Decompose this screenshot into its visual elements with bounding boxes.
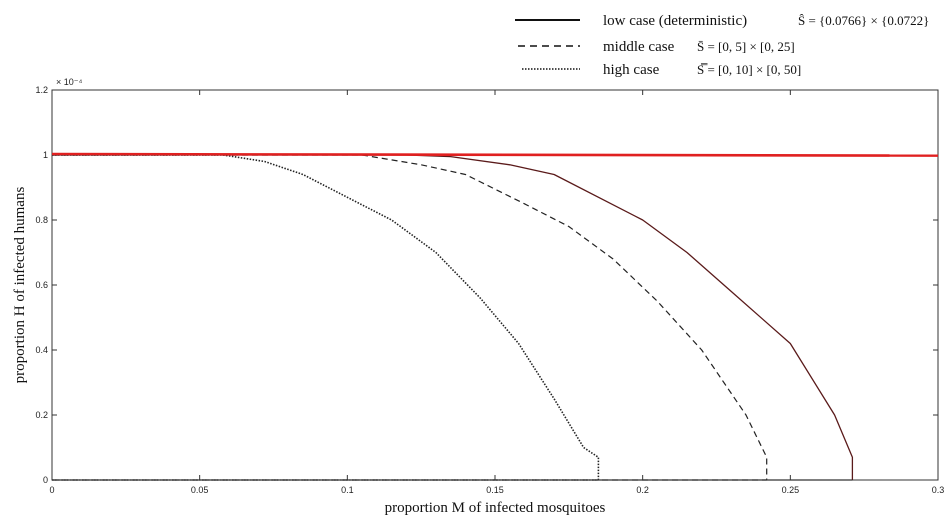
legend-label-middle: middle case bbox=[603, 39, 675, 55]
x-axis-label: proportion M of infected mosquitoes bbox=[385, 500, 606, 516]
series-line-solid bbox=[52, 154, 854, 480]
x-tick-label: 0.3 bbox=[932, 485, 945, 495]
legend-label-low: low case (deterministic) bbox=[603, 13, 747, 29]
x-tick-label: 0.1 bbox=[341, 485, 354, 495]
series-lines bbox=[51, 152, 939, 481]
legend-math-low: Ŝ = {0.0766} × {0.0722} bbox=[798, 13, 929, 28]
plot-area bbox=[51, 89, 939, 481]
legend: low case (deterministic) Ŝ = {0.0766} × … bbox=[515, 13, 929, 78]
series-line-dashed bbox=[52, 154, 768, 480]
y-tick-label: 1 bbox=[43, 150, 48, 160]
ticks: 0 0.05 0.1 0.15 0.2 0.25 0.3 0 0.2 0.4 0.6 0.8 1 1.2 bbox=[35, 85, 944, 495]
series-line-solid-red bbox=[51, 152, 939, 157]
x-tick-label: 0 bbox=[49, 485, 54, 495]
y-tick-label: 0.6 bbox=[35, 280, 48, 290]
x-tick-label: 0.2 bbox=[636, 485, 649, 495]
y-axis-label: proportion H of infected humans bbox=[12, 187, 28, 384]
legend-math-middle: S̄ = [0, 5] × [0, 25] bbox=[697, 39, 795, 54]
y-tick-label: 0.8 bbox=[35, 215, 48, 225]
legend-label-high: high case bbox=[603, 62, 660, 78]
x-tick-label: 0.15 bbox=[486, 485, 504, 495]
y-tick-label: 0.4 bbox=[35, 345, 48, 355]
legend-math-high: S̿ = [0, 10] × [0, 50] bbox=[697, 62, 801, 77]
y-tick-label: 0 bbox=[43, 475, 48, 485]
y-tick-label: 0.2 bbox=[35, 410, 48, 420]
y-tick-label: 1.2 bbox=[35, 85, 48, 95]
y-exponent-label: × 10⁻⁴ bbox=[56, 77, 83, 87]
x-tick-label: 0.05 bbox=[191, 485, 209, 495]
series-line-dotted bbox=[52, 154, 600, 480]
x-tick-label: 0.25 bbox=[782, 485, 800, 495]
